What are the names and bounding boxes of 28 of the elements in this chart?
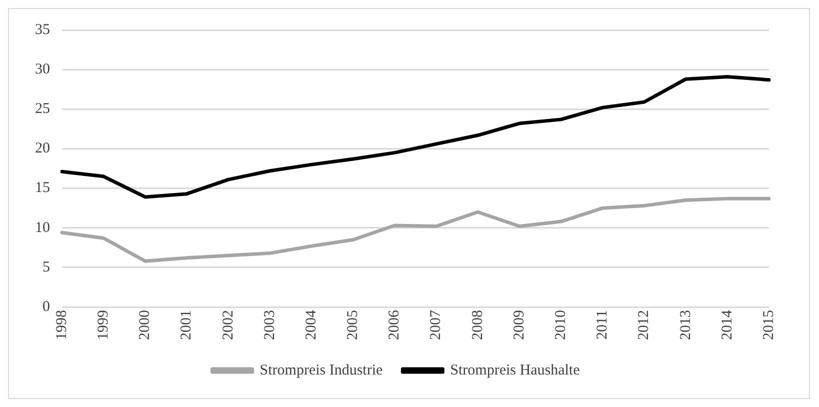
x-tick-label: 2013 [678,310,694,340]
x-tick-label: 2011 [594,310,611,340]
x-tick-label: 2000 [137,310,154,340]
y-tick-label: 25 [35,101,50,118]
x-tick-label: 2009 [511,310,528,340]
y-tick-label: 35 [35,22,50,38]
y-tick-label: 15 [35,180,50,196]
x-tick-label: 2012 [636,310,652,340]
x-tick-label: 2014 [719,310,736,340]
x-tick-label: 2005 [345,310,362,340]
x-tick-label: 2008 [470,310,486,340]
x-tick-label: 2010 [552,310,569,340]
x-tick-label: 2003 [262,310,278,340]
x-tick-label: 2006 [386,310,403,340]
y-tick-label: 20 [35,140,50,157]
x-tick-label: 2001 [178,310,195,340]
x-tick-label: 2004 [303,310,320,340]
y-tick-label: 5 [42,259,50,276]
x-tick-label: 1999 [96,310,112,340]
y-tick-label: 30 [35,62,50,78]
y-tick-label: 0 [42,298,50,315]
legend-label: Strompreis Haushalte [450,362,580,378]
y-tick-label: 10 [35,220,50,236]
legend-label: Strompreis Industrie [260,362,384,378]
x-tick-label: 2002 [220,310,236,340]
x-tick-label: 2015 [760,310,777,340]
x-tick-label: 1998 [54,310,70,340]
x-tick-label: 2007 [428,310,444,340]
